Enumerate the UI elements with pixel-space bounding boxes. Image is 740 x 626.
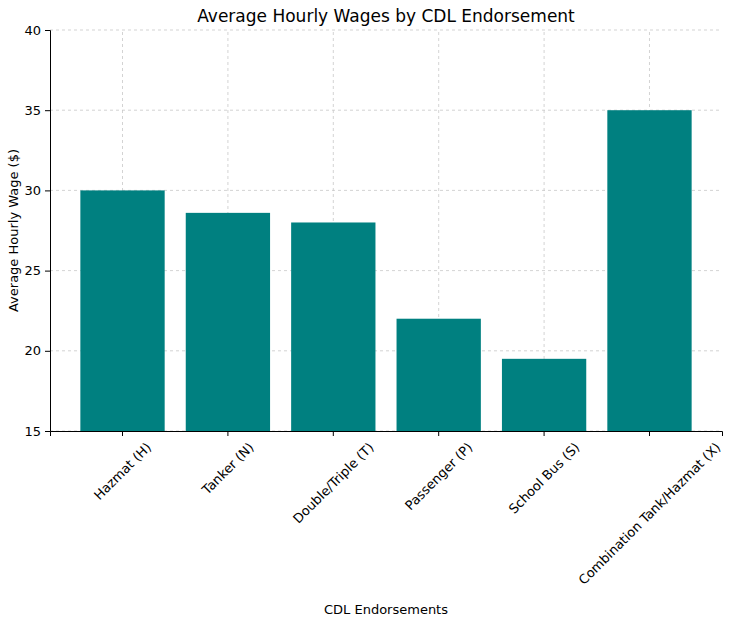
x-tick-mark [649,431,650,436]
y-tick: 40 [24,23,50,38]
bar [397,319,481,431]
grid-line-y [50,30,722,31]
y-tick-mark [45,431,50,432]
x-tick-label: Combination Tank/Hazmat (X) [576,440,724,588]
y-tick-label: 20 [24,343,41,358]
y-tick: 35 [24,103,50,118]
x-tick-label: Tanker (N) [198,440,256,498]
x-tick: Hazmat (H) [91,431,154,503]
y-tick-mark [45,30,50,31]
bar [80,190,164,431]
y-tick: 25 [24,263,50,278]
bar [186,213,270,431]
x-tick: Combination Tank/Hazmat (X) [576,431,724,588]
x-tick-mark [333,431,334,436]
y-tick: 15 [24,424,50,439]
grid [50,30,722,431]
x-axis: Hazmat (H) Tanker (N) Double/Triple (T) Pas… [51,431,724,588]
x-tick: Tanker (N) [198,431,256,498]
y-tick-label: 30 [24,183,41,198]
x-tick-label: Passenger (P) [402,440,475,513]
x-tick: Passenger (P) [402,431,475,513]
x-tick-mark [438,431,439,436]
y-tick-mark [45,351,50,352]
bar [502,359,586,431]
chart-title: Average Hourly Wages by CDL Endorsement [197,6,575,26]
x-tick-label: Double/Triple (T) [290,440,377,527]
x-tick-mark [122,431,123,436]
x-tick: School Bus (S) [506,431,583,517]
chart: 15 20 25 30 35 40 Hazmat (H) Tanker (N) Double/T… [0,0,740,626]
x-tick-label: School Bus (S) [506,440,583,517]
x-tick-label: Hazmat (H) [91,440,154,503]
bar [607,110,691,431]
x-axis-title: CDL Endorsements [324,602,448,617]
bar [291,222,375,431]
x-tick-mark [227,431,228,436]
x-tick: Double/Triple (T) [290,431,377,526]
y-tick-label: 25 [24,263,41,278]
y-tick-label: 35 [24,103,41,118]
y-tick-label: 40 [24,23,41,38]
y-tick-mark [45,271,50,272]
y-tick: 30 [24,183,50,198]
bars [80,110,691,431]
y-tick-mark [45,190,50,191]
y-tick: 20 [24,343,50,358]
y-tick-label: 15 [24,424,41,439]
y-tick-mark [45,110,50,111]
y-axis-line [45,31,51,432]
y-axis-title: Average Hourly Wage ($) [6,149,21,312]
x-tick-mark [544,431,545,436]
y-axis: 15 20 25 30 35 40 [24,23,50,439]
x-axis-line [51,432,723,437]
